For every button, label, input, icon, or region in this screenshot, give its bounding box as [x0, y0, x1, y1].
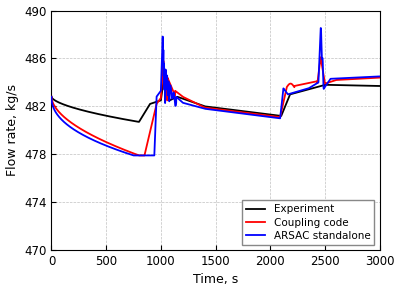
- ARSAC standalone: [296, 90, 300, 93]
- Experiment: [373, 84, 378, 88]
- Experiment: [49, 95, 54, 98]
- Experiment: [127, 119, 132, 122]
- ARSAC standalone: [53, 110, 58, 113]
- Experiment: [136, 120, 141, 124]
- Line: ARSAC standalone: ARSAC standalone: [52, 28, 380, 155]
- Line: Coupling code: Coupling code: [52, 57, 380, 155]
- Experiment: [198, 103, 202, 107]
- ARSAC standalone: [377, 75, 382, 78]
- Coupling code: [296, 84, 300, 87]
- Coupling code: [318, 55, 323, 59]
- ARSAC standalone: [373, 75, 378, 78]
- ARSAC standalone: [318, 26, 323, 30]
- Coupling code: [49, 95, 54, 98]
- Coupling code: [373, 76, 378, 80]
- Line: Experiment: Experiment: [52, 77, 380, 122]
- Experiment: [377, 84, 382, 88]
- Coupling code: [53, 105, 58, 109]
- ARSAC standalone: [198, 106, 202, 109]
- Coupling code: [137, 154, 142, 157]
- Experiment: [339, 84, 344, 87]
- Coupling code: [198, 103, 202, 107]
- ARSAC standalone: [127, 152, 132, 156]
- X-axis label: Time, s: Time, s: [193, 273, 238, 286]
- Coupling code: [339, 78, 344, 81]
- Coupling code: [127, 150, 132, 154]
- Coupling code: [377, 76, 382, 79]
- ARSAC standalone: [49, 95, 54, 98]
- ARSAC standalone: [131, 154, 136, 157]
- Experiment: [162, 75, 166, 78]
- Legend: Experiment, Coupling code, ARSAC standalone: Experiment, Coupling code, ARSAC standal…: [242, 200, 374, 245]
- Experiment: [53, 99, 58, 102]
- Experiment: [296, 90, 300, 94]
- Y-axis label: Flow rate, kg/s: Flow rate, kg/s: [6, 84, 18, 176]
- ARSAC standalone: [339, 77, 344, 80]
